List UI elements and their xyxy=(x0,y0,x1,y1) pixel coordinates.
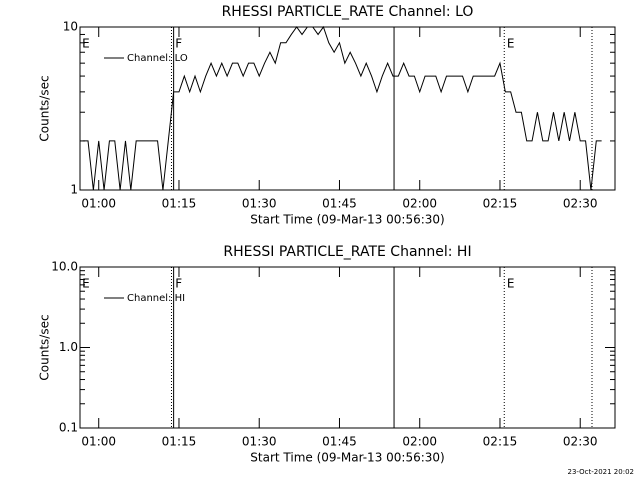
x-tick-label: 01:30 xyxy=(242,435,277,449)
y-tick-label: 1 xyxy=(70,183,78,197)
x-tick-label: 02:30 xyxy=(563,435,598,449)
legend-label: Channel: HI xyxy=(127,293,185,304)
x-tick-label: 02:15 xyxy=(483,435,518,449)
y-tick-label: 10.0 xyxy=(51,260,78,274)
annotation: E xyxy=(82,37,90,51)
x-tick-label: 02:00 xyxy=(402,197,437,211)
y-tick-label: 10 xyxy=(63,20,78,34)
x-tick-label: 02:00 xyxy=(402,435,437,449)
x-tick-label: 01:15 xyxy=(162,197,197,211)
chart-title: RHESSI PARTICLE_RATE Channel: HI xyxy=(223,244,471,260)
y-tick-label: 0.1 xyxy=(59,421,78,435)
data-line xyxy=(82,25,602,191)
x-tick-label: 02:15 xyxy=(483,197,518,211)
annotation: E xyxy=(82,277,90,291)
x-tick-label: 02:30 xyxy=(563,197,598,211)
x-tick-label: 01:00 xyxy=(81,435,116,449)
x-tick-label: 01:45 xyxy=(322,197,357,211)
x-tick-label: 01:15 xyxy=(162,435,197,449)
y-axis-label: Counts/sec xyxy=(38,75,52,141)
annotation: F xyxy=(175,277,182,291)
annotation: F xyxy=(175,37,182,51)
x-tick-label: 01:30 xyxy=(242,197,277,211)
annotation: E xyxy=(507,277,515,291)
legend-label: Channel: LO xyxy=(127,53,188,64)
footer: 23-Oct-2021 20:02 xyxy=(568,468,634,476)
annotation: E xyxy=(507,37,515,51)
y-axis-label: Counts/sec xyxy=(38,314,52,380)
x-tick-label: 01:00 xyxy=(81,197,116,211)
chart-title: RHESSI PARTICLE_RATE Channel: LO xyxy=(222,4,474,20)
plot-frame xyxy=(79,26,616,191)
plot-frame xyxy=(79,266,616,429)
x-tick-label: 01:45 xyxy=(322,435,357,449)
x-axis-label: Start Time (09-Mar-13 00:56:30) xyxy=(250,213,444,227)
x-axis-label: Start Time (09-Mar-13 00:56:30) xyxy=(250,451,444,465)
y-tick-label: 1.0 xyxy=(59,340,78,354)
